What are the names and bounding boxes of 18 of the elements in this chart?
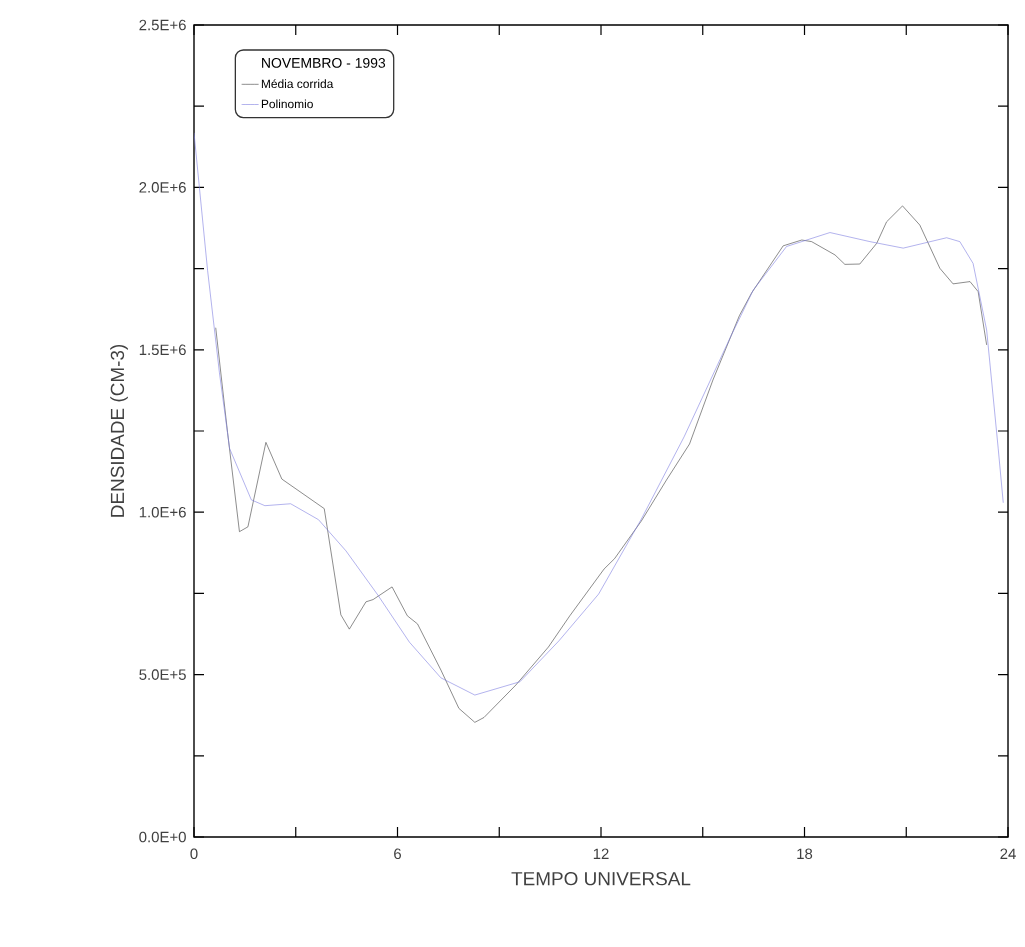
legend-label: Polinomio — [261, 99, 313, 109]
x-axis-title: TEMPO UNIVERSAL — [511, 871, 691, 886]
y-tick-label: 1.0E+6 — [139, 506, 186, 518]
y-axis-title: DENSIDADE (CM-3) — [110, 344, 128, 517]
legend-title: NOVEMBRO - 1993 — [262, 57, 386, 68]
line-series — [215, 205, 987, 723]
x-tick-label: 0 — [190, 848, 198, 860]
x-tick-label: 24 — [1000, 848, 1016, 859]
y-tick-label: 2.0E+6 — [139, 182, 186, 193]
x-tick-label: 6 — [394, 848, 401, 860]
legend-label: Média corrida — [261, 79, 334, 89]
y-tick-label: 0.0E+0 — [139, 831, 186, 843]
x-tick-label: 18 — [797, 848, 813, 860]
y-tick-label: 2.5E+6 — [139, 19, 186, 31]
y-tick-label: 5.0E+5 — [139, 669, 186, 680]
line-series — [194, 132, 1004, 696]
y-tick-label: 1.5E+6 — [139, 344, 186, 356]
x-tick-label: 12 — [593, 848, 609, 859]
